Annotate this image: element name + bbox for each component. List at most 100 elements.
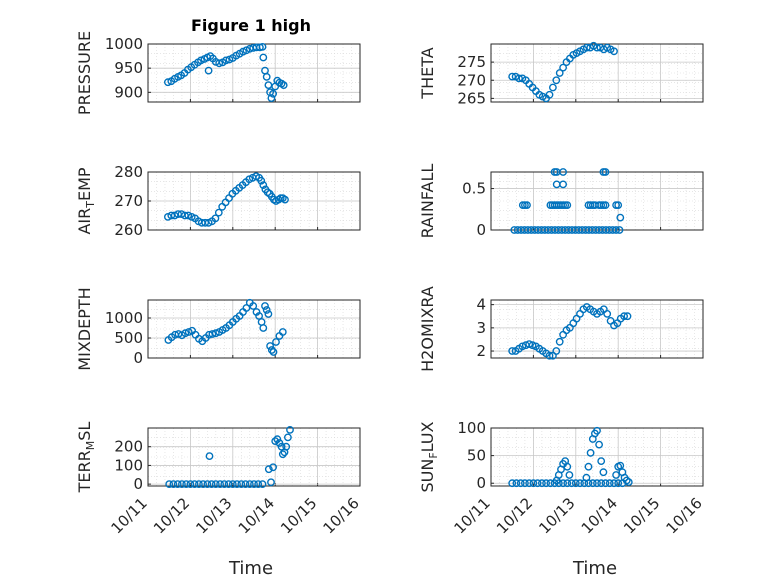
data-point	[182, 480, 191, 488]
x-tick-label: 10/15	[277, 494, 320, 537]
y-tick-label: 100	[457, 419, 486, 437]
data-point	[565, 471, 574, 479]
data-point	[177, 480, 186, 488]
data-point	[601, 479, 610, 488]
data-point	[224, 480, 233, 488]
data-point	[593, 43, 601, 52]
y-axis-label-subscript: T	[84, 201, 97, 209]
data-point	[614, 479, 623, 488]
data-point	[283, 433, 292, 442]
subplot-8: 10/11 10/12 10/13 10/14 10/15 10/16 0 50 100 SUNF…	[418, 419, 706, 537]
data-point	[266, 342, 274, 350]
data-point	[267, 478, 275, 487]
data-point	[169, 480, 178, 488]
y-axis-label-subscript: F	[427, 452, 440, 458]
x-axis-label-left: Time	[228, 558, 273, 579]
data-point	[601, 168, 610, 176]
data-point	[245, 480, 254, 488]
data-point	[542, 479, 550, 488]
data-point	[208, 330, 217, 338]
data-point	[222, 56, 230, 65]
x-tick-label: 10/13	[535, 494, 578, 537]
y-tick-label: 100	[114, 456, 143, 474]
data-point	[220, 480, 229, 488]
axes-frame	[147, 299, 361, 359]
y-tick-label: 50	[467, 447, 486, 465]
data-point	[552, 347, 561, 355]
data-point	[571, 479, 580, 488]
y-axis-label: MIXDEPTH	[75, 287, 94, 370]
data-point	[262, 306, 271, 314]
subplot-5: 0 500 1000 MIXDEPTH	[75, 287, 361, 371]
data-point	[586, 448, 595, 457]
axes-frame	[147, 43, 361, 103]
y-axis-label: PRESSURE	[75, 31, 94, 115]
data-point	[216, 480, 225, 488]
axes-frame	[147, 427, 361, 487]
data-point	[257, 176, 266, 185]
y-tick-label: 200	[114, 438, 143, 456]
data-point	[523, 201, 531, 210]
data-point	[249, 302, 258, 310]
x-tick-label: 10/12	[493, 494, 536, 537]
data-point	[538, 479, 546, 488]
data-point	[279, 81, 288, 90]
data-point	[563, 479, 572, 488]
x-tick-label: 10/16	[320, 494, 363, 537]
y-tick-label: 260	[114, 221, 143, 239]
data-point	[545, 90, 554, 99]
data-point	[259, 324, 268, 332]
data-point	[163, 78, 172, 87]
y-tick-label: 265	[457, 89, 486, 107]
data-point	[204, 66, 213, 75]
data-point	[593, 426, 601, 435]
y-axis-label: SUNFLUX	[418, 421, 440, 492]
x-tick-label: 10/13	[192, 494, 235, 537]
data-point	[599, 468, 608, 477]
data-point	[282, 442, 291, 451]
data-point	[559, 180, 567, 189]
x-tick-label: 10/14	[235, 494, 278, 537]
data-point	[525, 340, 534, 348]
y-axis-label: H2OMIXRA	[418, 286, 437, 372]
y-tick-label: 4	[476, 296, 486, 314]
data-point	[228, 480, 237, 488]
data-point	[214, 208, 223, 217]
data-point	[545, 351, 554, 360]
y-axis-label: TERRMSL	[75, 422, 97, 494]
data-point	[165, 480, 174, 488]
x-tick-label: 10/11	[451, 494, 494, 537]
y-axis-label: AIRTEMP	[75, 167, 97, 234]
data-point	[610, 479, 618, 488]
data-point	[267, 94, 276, 103]
y-tick-label: 0.5	[462, 180, 486, 198]
data-point	[207, 480, 216, 488]
data-point	[181, 329, 190, 338]
y-tick-label: 280	[114, 163, 143, 181]
data-point	[278, 450, 287, 459]
y-axis-label-suffix: EMP	[75, 167, 94, 201]
data-point	[612, 471, 620, 479]
data-point	[555, 69, 564, 77]
data-point	[559, 168, 567, 176]
data-point	[601, 201, 610, 210]
data-point	[273, 435, 282, 444]
data-point	[190, 480, 199, 488]
data-point	[549, 83, 557, 92]
subplot-3: 260 270 280 AIRTEMP	[75, 163, 361, 239]
data-point	[211, 329, 220, 338]
y-axis-label: THETA	[418, 47, 437, 99]
data-point	[211, 214, 220, 223]
data-point	[194, 480, 203, 488]
data-point	[508, 72, 517, 81]
data-point	[184, 328, 193, 336]
y-tick-label: 275	[457, 53, 486, 71]
y-axis-label-subscript: M	[84, 441, 97, 451]
y-tick-label: 3	[476, 319, 486, 337]
y-tick-label: 1000	[105, 35, 143, 53]
data-point	[615, 226, 624, 234]
axes-frame	[147, 171, 361, 231]
data-point	[286, 425, 294, 434]
x-tick-label: 10/16	[663, 494, 706, 537]
